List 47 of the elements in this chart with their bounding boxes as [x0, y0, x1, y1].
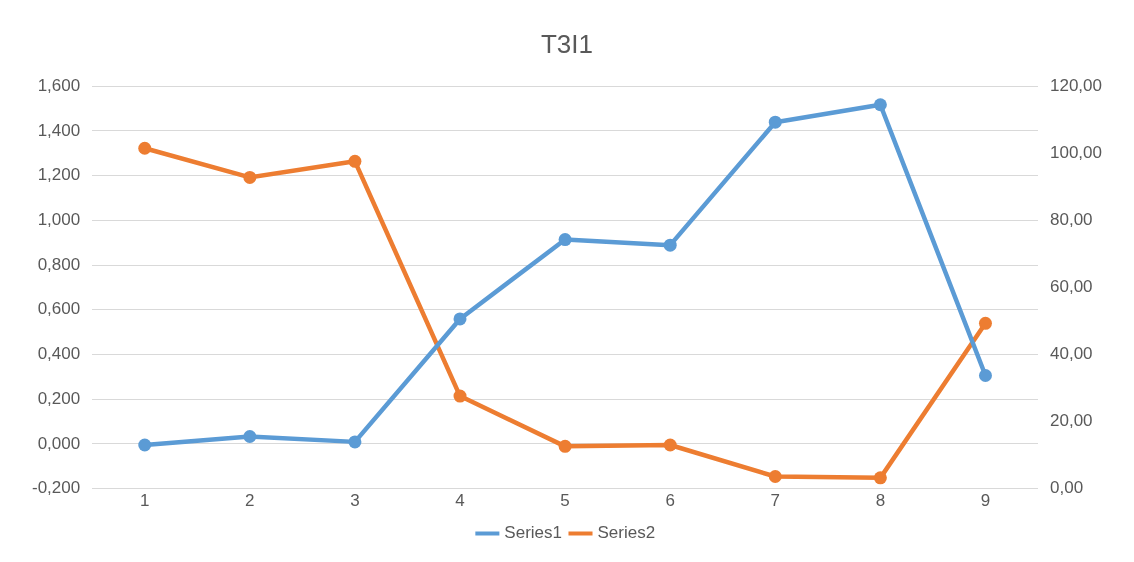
y-tick-label: 1,400: [37, 120, 81, 140]
x-tick-label: 6: [665, 491, 675, 511]
y2-tick-label: 80,00: [1050, 210, 1093, 230]
point: [873, 471, 887, 485]
x-tick-label: 2: [245, 491, 255, 511]
y-tick-label: 0,200: [37, 388, 81, 408]
point: [663, 438, 677, 452]
point: [873, 98, 887, 112]
y2-tick-label: 40,00: [1050, 344, 1093, 364]
chart-title: T3I1: [540, 28, 594, 59]
point: [138, 438, 152, 452]
point: [243, 170, 257, 184]
y-tick-label: -0,200: [32, 478, 81, 498]
y2-tick-label: 120,00: [1050, 75, 1102, 95]
point: [558, 233, 572, 247]
legend-label: Series1: [504, 523, 562, 543]
y-tick-label: 1,200: [37, 165, 81, 185]
point: [768, 470, 782, 484]
y-tick-label: 1,600: [37, 75, 81, 95]
y2-tick-label: 20,00: [1050, 411, 1093, 431]
point: [558, 439, 572, 453]
y2-tick-label: 100,00: [1050, 142, 1102, 162]
x-tick-label: 1: [140, 491, 150, 511]
point: [243, 430, 257, 444]
y2-tick-label: 60,00: [1050, 277, 1093, 297]
point: [453, 312, 467, 326]
y-tick-label: 0,400: [37, 344, 81, 364]
y-tick-label: 1,000: [37, 210, 81, 230]
point: [768, 115, 782, 129]
x-tick-label: 8: [875, 491, 886, 511]
x-tick-label: 9: [980, 491, 991, 511]
y-tick-label: 0,800: [37, 254, 81, 274]
x-tick-label: 3: [350, 491, 360, 511]
x-tick-label: 4: [455, 491, 465, 511]
x-tick-label: 5: [560, 491, 570, 511]
point: [348, 154, 362, 168]
point: [453, 389, 467, 403]
point: [348, 435, 362, 449]
y-tick-label: 0,000: [37, 433, 81, 453]
legend-label: Series2: [597, 523, 656, 543]
x-tick-label: 7: [770, 491, 781, 511]
point: [978, 368, 992, 382]
y2-tick-label: 0,00: [1050, 478, 1084, 498]
point: [663, 238, 677, 252]
point: [138, 141, 152, 155]
point: [978, 316, 992, 330]
y-tick-label: 0,600: [37, 299, 81, 319]
